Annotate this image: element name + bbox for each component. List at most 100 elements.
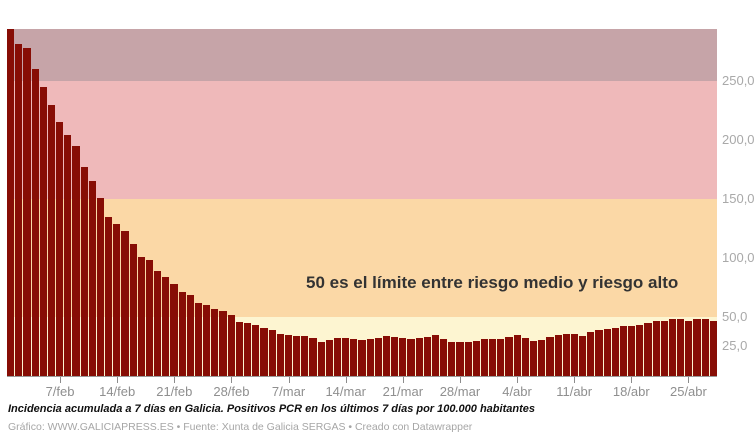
plot-area — [7, 29, 717, 376]
bar[interactable] — [203, 305, 211, 376]
bar[interactable] — [415, 338, 423, 376]
bar[interactable] — [121, 230, 129, 376]
bar[interactable] — [276, 333, 284, 376]
bar[interactable] — [652, 321, 660, 376]
bar[interactable] — [105, 216, 113, 376]
x-tick — [60, 377, 62, 383]
bar[interactable] — [587, 332, 595, 376]
bar[interactable] — [489, 338, 497, 376]
bar[interactable] — [113, 223, 121, 376]
bar[interactable] — [693, 319, 701, 376]
bar[interactable] — [480, 338, 489, 376]
bar[interactable] — [96, 197, 105, 376]
bar[interactable] — [685, 320, 693, 376]
bar[interactable] — [579, 335, 587, 376]
bar[interactable] — [407, 339, 415, 376]
bar[interactable] — [644, 322, 652, 376]
bar[interactable] — [350, 338, 358, 376]
bar[interactable] — [636, 324, 644, 376]
bar[interactable] — [554, 334, 562, 376]
bar[interactable] — [227, 314, 235, 376]
bar[interactable] — [15, 44, 23, 376]
bar[interactable] — [530, 341, 538, 376]
bar[interactable] — [293, 336, 301, 376]
bar[interactable] — [619, 326, 628, 376]
bar[interactable] — [56, 122, 64, 376]
bar[interactable] — [243, 322, 252, 376]
bar[interactable] — [72, 145, 80, 376]
bar[interactable] — [391, 337, 399, 376]
bar[interactable] — [137, 256, 145, 376]
bar[interactable] — [374, 338, 382, 376]
bar[interactable] — [505, 337, 513, 376]
bar[interactable] — [88, 181, 96, 376]
bar[interactable] — [325, 340, 333, 376]
bar[interactable] — [154, 270, 162, 376]
bar[interactable] — [472, 340, 480, 376]
bar[interactable] — [464, 341, 472, 376]
bar[interactable] — [284, 334, 293, 376]
bar[interactable] — [603, 328, 611, 376]
bar[interactable] — [382, 336, 391, 376]
bar[interactable] — [333, 338, 342, 376]
bar[interactable] — [64, 135, 72, 376]
bar[interactable] — [211, 308, 219, 376]
bar[interactable] — [562, 333, 570, 376]
bar[interactable] — [23, 47, 31, 376]
chart-credit: Gráfico: WWW.GALICIAPRESS.ES • Fuente: X… — [8, 421, 473, 433]
bar[interactable] — [186, 294, 194, 376]
bar[interactable] — [628, 325, 636, 376]
bar[interactable] — [668, 319, 677, 376]
bar[interactable] — [178, 292, 186, 376]
bar[interactable] — [219, 311, 227, 376]
bar[interactable] — [170, 283, 178, 376]
bar[interactable] — [456, 342, 464, 376]
bar[interactable] — [399, 338, 407, 376]
bar[interactable] — [31, 69, 39, 376]
bar[interactable] — [317, 341, 325, 376]
chart-footer: Incidencia acumulada a 7 días en Galicia… — [8, 402, 748, 435]
y-tick-label: 250,0 — [722, 72, 755, 88]
x-tick — [631, 377, 633, 383]
bar[interactable] — [7, 29, 15, 376]
bar[interactable] — [513, 335, 521, 376]
bar[interactable] — [709, 320, 717, 376]
bar[interactable] — [129, 243, 137, 376]
bar[interactable] — [342, 338, 350, 376]
x-tick-label: 21/mar — [382, 384, 424, 399]
bar[interactable] — [538, 340, 546, 376]
bar[interactable] — [80, 167, 88, 376]
bar[interactable] — [358, 340, 366, 376]
bar[interactable] — [701, 319, 709, 376]
x-tick — [459, 377, 461, 383]
bar[interactable] — [145, 260, 154, 376]
bar[interactable] — [162, 276, 170, 376]
bar[interactable] — [301, 336, 309, 376]
bar[interactable] — [260, 327, 268, 376]
bar[interactable] — [611, 328, 619, 376]
bar[interactable] — [440, 339, 448, 376]
x-tick-label: 28/mar — [439, 384, 481, 399]
bar[interactable] — [47, 104, 56, 376]
bar[interactable] — [497, 339, 505, 376]
x-tick-label: 4/abr — [502, 384, 532, 399]
bar[interactable] — [660, 320, 668, 376]
bar[interactable] — [423, 337, 431, 376]
bar[interactable] — [546, 337, 554, 376]
bar[interactable] — [595, 329, 603, 376]
bar[interactable] — [309, 338, 317, 376]
bar[interactable] — [431, 335, 440, 376]
bar[interactable] — [235, 321, 243, 376]
bar[interactable] — [39, 86, 47, 376]
bar[interactable] — [252, 325, 260, 376]
bar[interactable] — [521, 338, 529, 376]
bar[interactable] — [268, 329, 276, 376]
bar[interactable] — [448, 341, 456, 376]
bar[interactable] — [366, 338, 374, 376]
bar[interactable] — [570, 333, 579, 376]
bar[interactable] — [194, 302, 203, 376]
bar[interactable] — [677, 319, 685, 376]
x-tick-label: 25/abr — [669, 384, 707, 399]
x-tick-label: 21/feb — [156, 384, 193, 399]
